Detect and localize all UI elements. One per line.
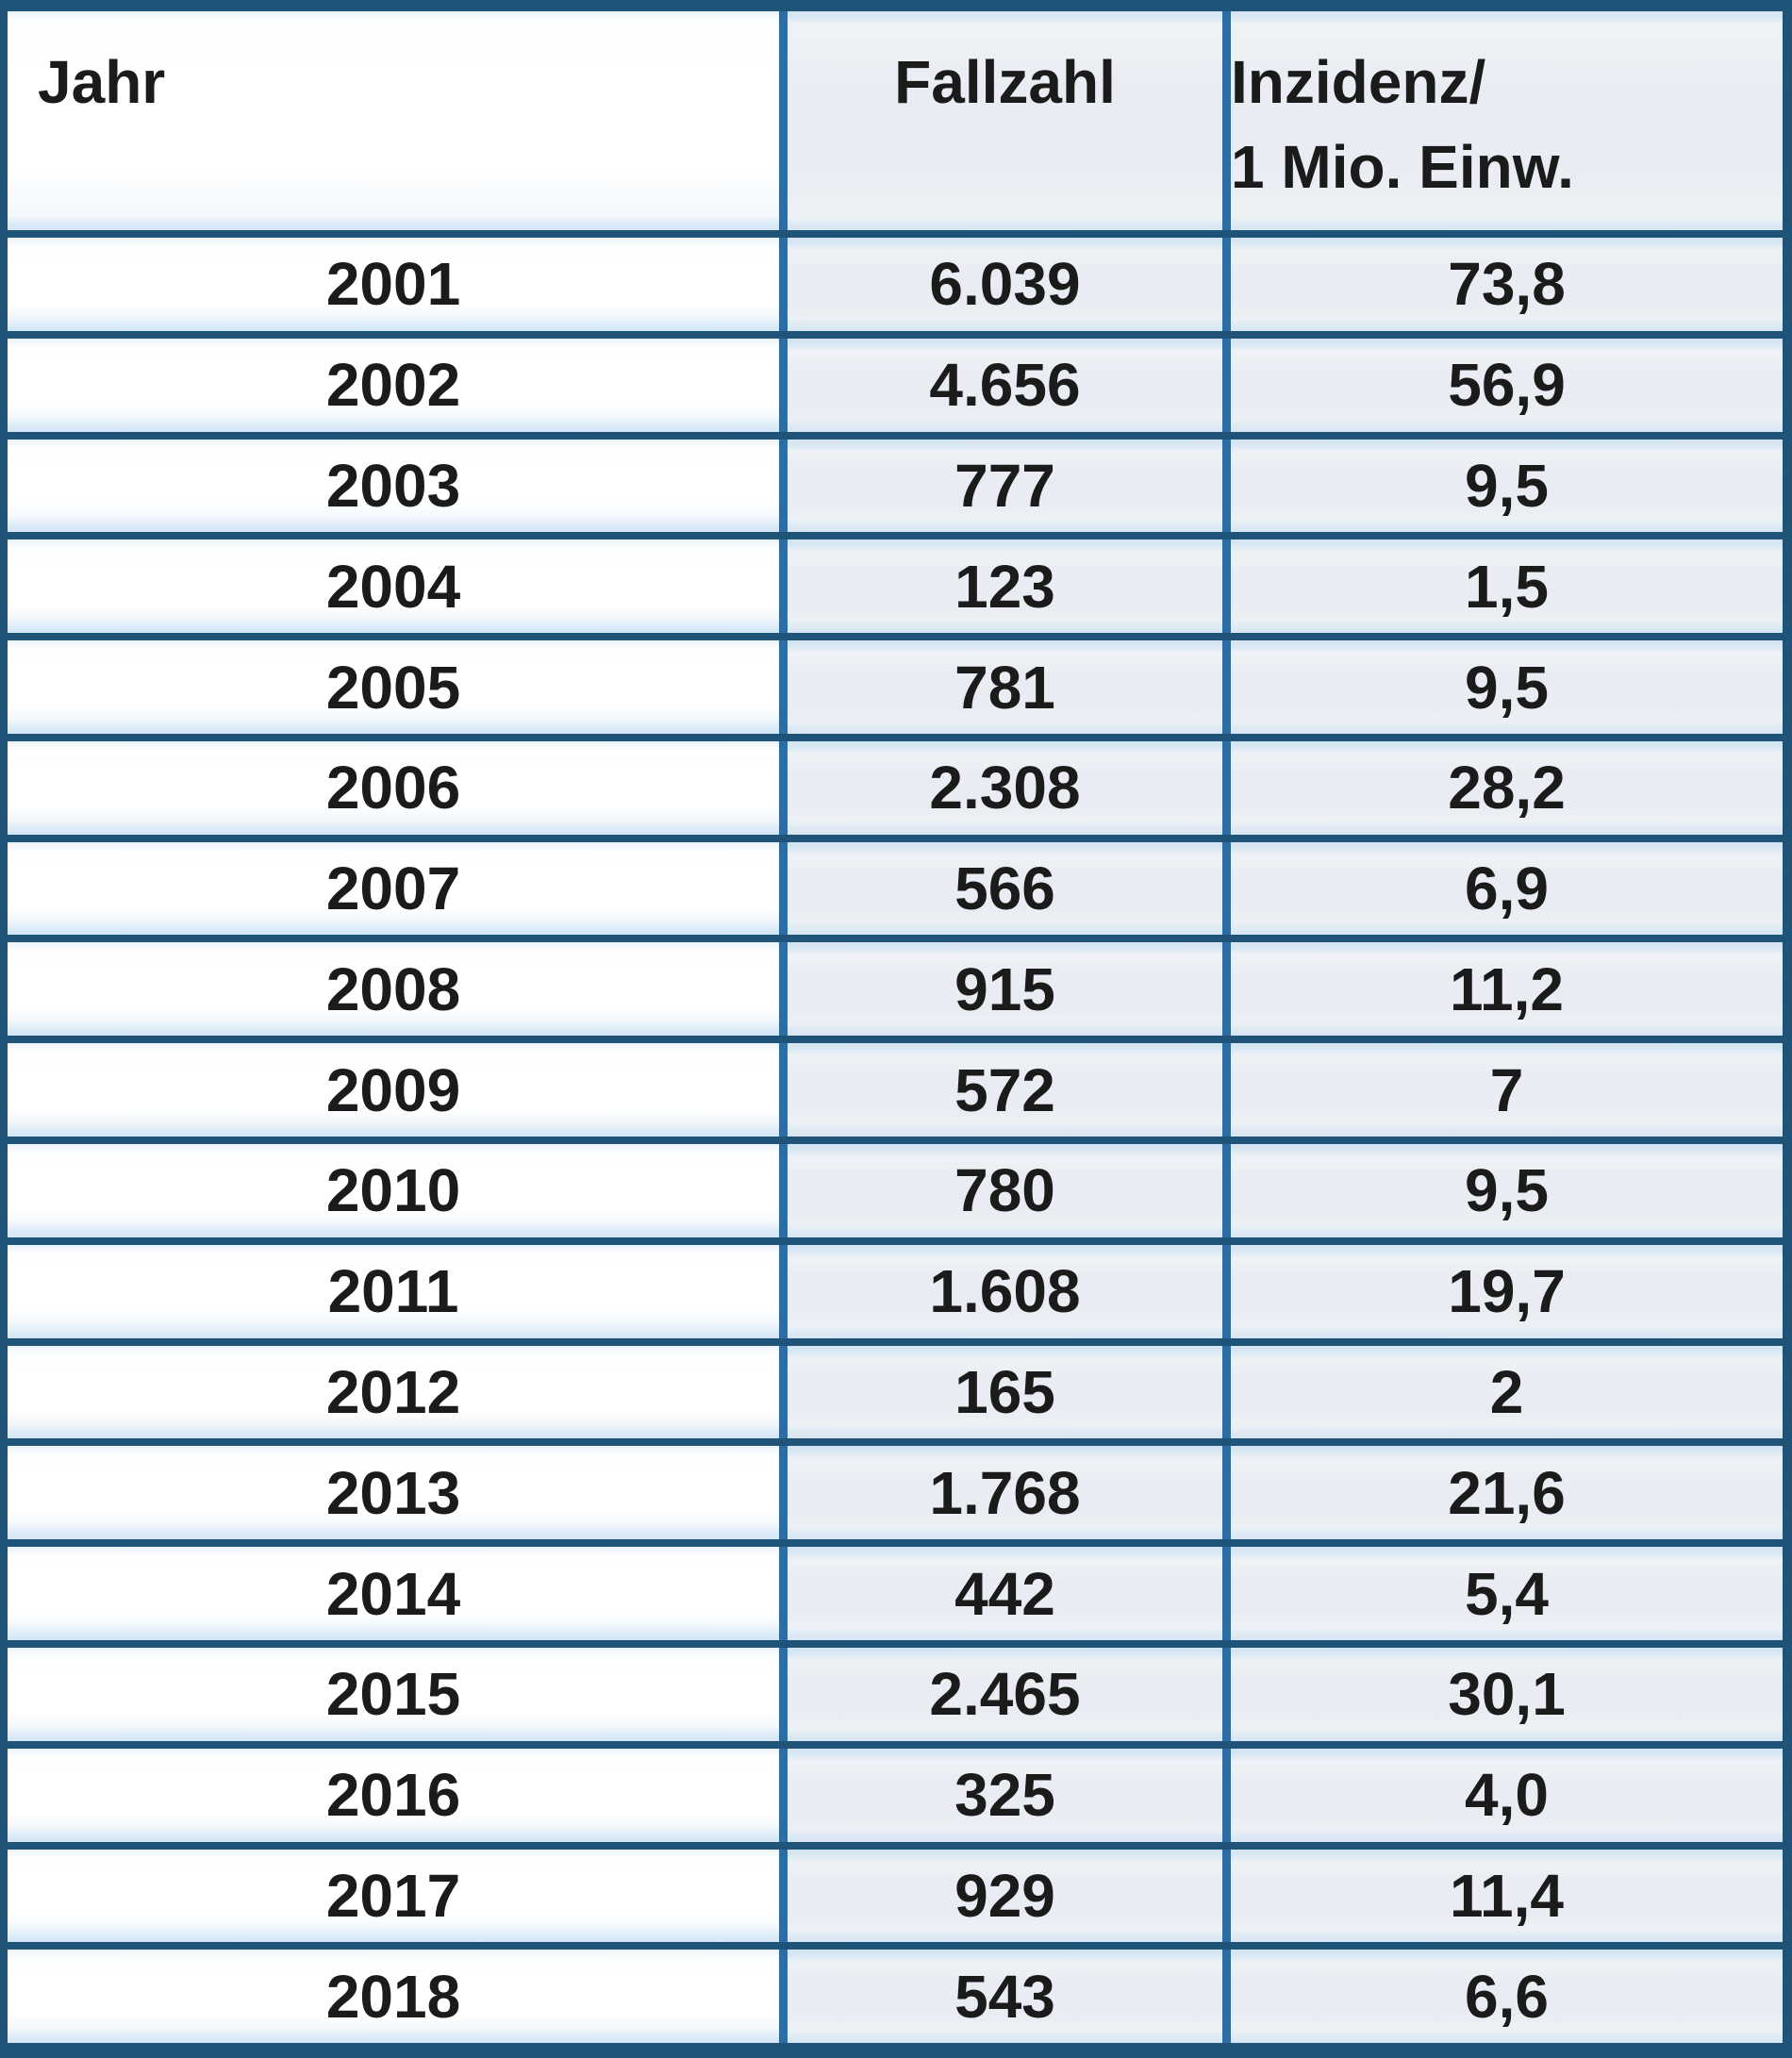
fallzahl-cell: 2.465	[788, 1647, 1222, 1741]
inzidenz-cell: 1,5	[1231, 539, 1783, 634]
table-row: 2012 165 2	[8, 1345, 1783, 1439]
year-cell: 2001	[8, 238, 779, 331]
fallzahl-cell: 1.608	[788, 1244, 1222, 1338]
table-row: 2016 325 4,0	[8, 1748, 1783, 1842]
inzidenz-cell: 2	[1231, 1345, 1783, 1439]
fallzahl-cell: 2.308	[788, 740, 1222, 835]
column-header-jahr: Jahr	[8, 11, 779, 230]
fallzahl-cell: 777	[788, 439, 1222, 533]
year-cell: 2005	[8, 640, 779, 734]
table-row: 2004 123 1,5	[8, 539, 1783, 634]
table-row: 2011 1.608 19,7	[8, 1244, 1783, 1338]
inzidenz-cell: 11,4	[1231, 1849, 1783, 1943]
inzidenz-cell: 9,5	[1231, 439, 1783, 533]
inzidenz-cell: 5,4	[1231, 1547, 1783, 1640]
table-row: 2007 566 6,9	[8, 841, 1783, 936]
column-header-fallzahl: Fallzahl	[788, 11, 1222, 230]
year-cell: 2011	[8, 1244, 779, 1338]
fallzahl-cell: 915	[788, 942, 1222, 1037]
table-row: 2002 4.656 56,9	[8, 338, 1783, 432]
inzidenz-cell: 73,8	[1231, 238, 1783, 331]
fallzahl-cell: 1.768	[788, 1446, 1222, 1540]
year-cell: 2004	[8, 539, 779, 634]
inzidenz-cell: 6,6	[1231, 1950, 1783, 2044]
column-header-inzidenz-line2: 1 Mio. Einw.	[1231, 133, 1574, 201]
table-header-row: Jahr Fallzahl Inzidenz/ 1 Mio. Einw.	[8, 11, 1783, 230]
table-row: 2005 781 9,5	[8, 640, 1783, 734]
year-cell: 2012	[8, 1345, 779, 1439]
year-cell: 2007	[8, 841, 779, 936]
inzidenz-cell: 4,0	[1231, 1748, 1783, 1842]
fallzahl-cell: 165	[788, 1345, 1222, 1439]
column-header-inzidenz: Inzidenz/ 1 Mio. Einw.	[1231, 11, 1783, 230]
inzidenz-cell: 30,1	[1231, 1647, 1783, 1741]
inzidenz-cell: 9,5	[1231, 1144, 1783, 1237]
inzidenz-cell: 9,5	[1231, 640, 1783, 734]
year-cell: 2003	[8, 439, 779, 533]
fallzahl-cell: 929	[788, 1849, 1222, 1943]
fallzahl-cell: 781	[788, 640, 1222, 734]
table-row: 2009 572 7	[8, 1043, 1783, 1137]
table-row: 2013 1.768 21,6	[8, 1446, 1783, 1540]
year-cell: 2006	[8, 740, 779, 835]
year-cell: 2009	[8, 1043, 779, 1137]
inzidenz-cell: 19,7	[1231, 1244, 1783, 1338]
table-row: 2001 6.039 73,8	[8, 238, 1783, 331]
fallzahl-cell: 780	[788, 1144, 1222, 1237]
fallzahl-cell: 6.039	[788, 238, 1222, 331]
fallzahl-cell: 325	[788, 1748, 1222, 1842]
inzidenz-cell: 56,9	[1231, 338, 1783, 432]
table-row: 2018 543 6,6	[8, 1950, 1783, 2044]
table-row: 2003 777 9,5	[8, 439, 1783, 533]
year-cell: 2002	[8, 338, 779, 432]
table-row: 2010 780 9,5	[8, 1144, 1783, 1237]
inzidenz-cell: 6,9	[1231, 841, 1783, 936]
year-cell: 2013	[8, 1446, 779, 1540]
table-row: 2008 915 11,2	[8, 942, 1783, 1037]
fallzahl-cell: 543	[788, 1950, 1222, 2044]
inzidenz-cell: 7	[1231, 1043, 1783, 1137]
table-row: 2017 929 11,4	[8, 1849, 1783, 1943]
inzidenz-cell: 11,2	[1231, 942, 1783, 1037]
inzidenz-cell: 21,6	[1231, 1446, 1783, 1540]
fallzahl-cell: 442	[788, 1547, 1222, 1640]
year-cell: 2018	[8, 1950, 779, 2044]
table-row: 2015 2.465 30,1	[8, 1647, 1783, 1741]
year-cell: 2017	[8, 1849, 779, 1943]
table-row: 2006 2.308 28,2	[8, 740, 1783, 835]
fallzahl-cell: 4.656	[788, 338, 1222, 432]
year-cell: 2008	[8, 942, 779, 1037]
fallzahl-cell: 566	[788, 841, 1222, 936]
year-cell: 2014	[8, 1547, 779, 1640]
fallzahl-cell: 572	[788, 1043, 1222, 1137]
year-cell: 2015	[8, 1647, 779, 1741]
inzidenz-cell: 28,2	[1231, 740, 1783, 835]
table-row: 2014 442 5,4	[8, 1547, 1783, 1640]
year-cell: 2010	[8, 1144, 779, 1237]
fallzahl-cell: 123	[788, 539, 1222, 634]
column-header-inzidenz-line1: Inzidenz/	[1231, 48, 1486, 116]
year-cell: 2016	[8, 1748, 779, 1842]
